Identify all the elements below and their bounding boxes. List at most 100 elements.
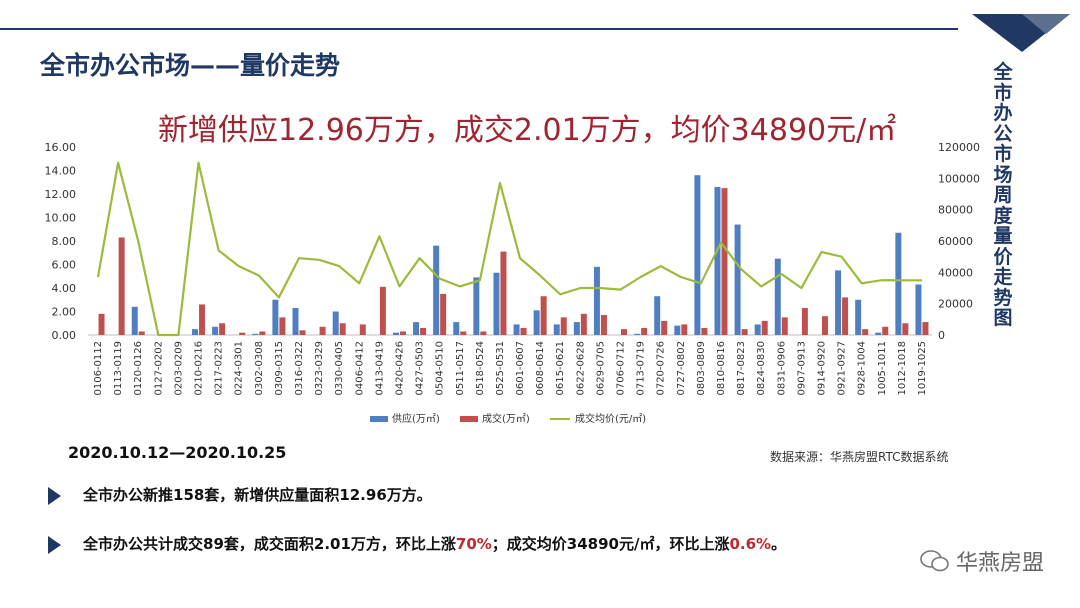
deal-bar	[259, 331, 266, 335]
deal-bar	[339, 323, 346, 335]
legend-deal-label: 成交(万㎡)	[482, 412, 530, 425]
brand-watermark: 华燕房盟	[920, 545, 1044, 577]
supply-bar	[533, 310, 540, 335]
supply-bar	[252, 333, 259, 335]
x-tick-label: 1019-1025	[917, 341, 928, 396]
x-tick-label: 0518-0524	[475, 341, 486, 396]
deal-bar	[882, 326, 889, 335]
deal-bar	[781, 317, 788, 335]
left-y-tick-label: 12.00	[45, 188, 77, 201]
supply-bar	[714, 186, 721, 335]
deal-bar	[219, 323, 226, 335]
x-tick-label: 0525-0531	[495, 341, 506, 396]
deal-bar	[761, 320, 768, 335]
page-title: 全市办公市场——量价走势	[40, 51, 341, 80]
supply-bar	[392, 332, 399, 335]
deal-bar	[922, 322, 929, 335]
deal-bar	[821, 316, 828, 335]
x-tick-label: 0831-0906	[776, 341, 787, 396]
left-y-tick-label: 8.00	[52, 235, 77, 248]
supply-bar	[674, 325, 681, 335]
supply-bar	[593, 266, 600, 335]
right-y-tick-label: 60000	[938, 235, 973, 248]
x-tick-label: 0330-0405	[334, 341, 345, 396]
deal-bar	[279, 317, 286, 335]
supply-bar	[513, 324, 520, 335]
deal-bar	[379, 286, 386, 335]
supply-bar	[292, 307, 299, 335]
supply-bar	[895, 232, 902, 335]
x-tick-label: 0210-0216	[194, 341, 205, 396]
deal-bar	[98, 313, 105, 335]
bullet-deal-highlight-2: 0.6%	[729, 535, 772, 553]
right-y-tick-label: 0	[938, 329, 945, 342]
supply-bar	[493, 272, 500, 335]
x-tick-label: 0309-0315	[274, 341, 285, 396]
left-y-tick-label: 2.00	[52, 306, 77, 319]
supply-bar	[473, 277, 480, 335]
wechat-icon	[920, 550, 949, 572]
price-line	[96, 161, 922, 337]
deal-bar	[540, 296, 547, 335]
supply-bar	[131, 306, 138, 335]
supply-bar	[634, 333, 641, 335]
x-tick-label: 0720-0726	[656, 341, 667, 396]
left-y-tick-label: 14.00	[45, 165, 77, 178]
bullet-supply-text: 全市办公新推158套，新增供应量面积12.96万方。	[83, 486, 432, 504]
supply-bar	[212, 326, 219, 335]
deal-bar	[420, 327, 427, 335]
deal-bar	[118, 237, 125, 335]
supply-bar	[272, 299, 279, 335]
bullet-deal-text-a: 全市办公共计成交89套，成交面积2.01万方，环比上涨	[83, 535, 456, 553]
supply-bar	[875, 332, 882, 335]
supply-bar	[413, 322, 420, 335]
x-tick-label: 0601-0607	[515, 341, 526, 396]
x-tick-label: 0727-0802	[676, 341, 687, 396]
deal-bar	[440, 293, 447, 335]
x-tick-label: 0921-0927	[837, 341, 848, 396]
right-y-tick-label: 100000	[938, 172, 980, 185]
right-y-tick-label: 40000	[938, 266, 973, 279]
deal-bar	[701, 327, 708, 335]
bullet-deal: 全市办公共计成交89套，成交面积2.01万方，环比上涨70%；成交均价34890…	[48, 533, 786, 554]
x-tick-label: 0511-0517	[455, 341, 466, 396]
bullet-supply: 全市办公新推158套，新增供应量面积12.96万方。	[48, 484, 432, 505]
deal-bar	[399, 331, 406, 335]
x-tick-label: 0413-0419	[374, 341, 385, 396]
deal-bar	[721, 188, 728, 335]
corner-logo-icon	[972, 14, 1070, 52]
supply-bar	[754, 324, 761, 335]
vertical-chart-title: 全市办公市场周度量价走势图	[993, 61, 1013, 329]
right-y-tick-label: 120000	[938, 141, 980, 154]
chart: 0.00 2.00 4.00 6.00 8.00 10.00 12.00 14.00 16.00…	[45, 141, 981, 425]
supply-bar	[774, 258, 781, 335]
x-tick-label: 0629-0705	[595, 341, 606, 396]
supply-bar	[553, 324, 560, 335]
right-y-tick-label: 20000	[938, 298, 973, 311]
deal-bar	[641, 327, 648, 335]
supply-bar	[433, 245, 440, 335]
x-tick-label: 0127-0202	[153, 341, 164, 396]
deal-bar	[842, 297, 849, 335]
deal-bar	[661, 320, 668, 335]
legend-deal-swatch	[460, 416, 478, 422]
bullet-arrow-icon	[48, 486, 61, 505]
x-tick-label: 0928-1004	[857, 341, 868, 396]
x-tick-label: 0907-0913	[796, 341, 807, 396]
right-y-tick-label: 80000	[938, 204, 973, 217]
deal-bar	[600, 315, 607, 335]
deal-bar	[801, 307, 808, 335]
left-y-tick-label: 6.00	[52, 259, 77, 272]
supply-bar	[915, 284, 922, 335]
data-source: 数据来源：华燕房盟RTC数据系统	[770, 450, 949, 464]
deal-bar	[319, 326, 326, 335]
deal-bar	[359, 324, 366, 335]
deal-bar	[299, 330, 306, 335]
bullet-deal-text-c: 。	[771, 535, 787, 553]
x-tick-label: 0824-0830	[756, 341, 767, 396]
x-tick-label: 0106-0112	[93, 341, 104, 396]
x-tick-label: 1012-1018	[897, 341, 908, 396]
legend-supply-swatch	[370, 416, 388, 422]
deal-bar	[199, 304, 206, 335]
deal-bar	[681, 324, 688, 335]
